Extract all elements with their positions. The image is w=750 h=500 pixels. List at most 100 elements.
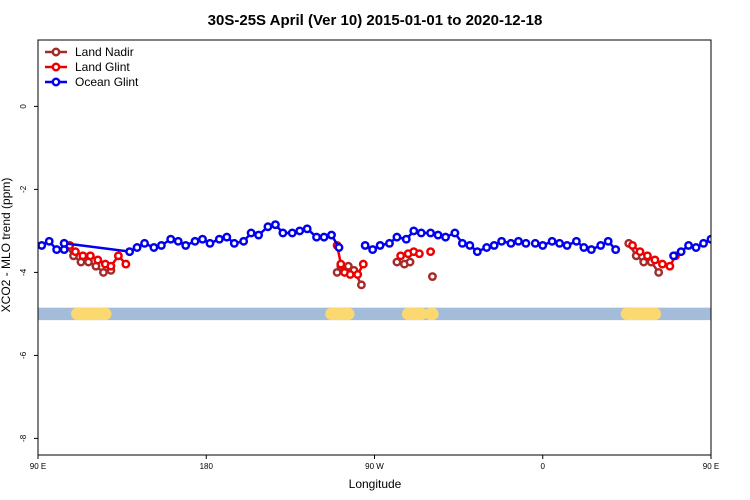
data-point [239,236,249,246]
data-point [482,243,492,252]
data-point [426,247,436,257]
data-point [628,240,637,250]
data-point [676,247,686,257]
data-point [699,238,708,248]
data-point [343,261,353,271]
data-point [497,236,507,246]
data-point [392,232,402,242]
land-segment [325,307,355,321]
data-point [190,236,200,246]
data-point [70,247,80,257]
legend-swatch-marker [51,77,61,87]
y-tick-label: -2 [19,185,28,193]
data-point [489,240,499,250]
x-tick-label: 90 E [703,462,719,471]
data-point [657,259,667,269]
legend-swatch-marker [51,47,61,57]
data-point [642,251,652,261]
data-point [327,230,336,240]
data-point [684,240,694,250]
data-point [596,240,606,250]
legend-label: Ocean Glint [75,75,139,89]
data-point [396,251,406,261]
data-point [450,228,460,238]
y-tick-label: -4 [19,268,28,276]
data-point [414,249,424,259]
data-point [356,280,366,290]
data-point [132,243,142,252]
data-point [654,267,664,277]
data-point [521,238,531,248]
plot-area: 90 E 180 90 W 0 90 E 0 -2 -4 -6 -8 [19,39,719,471]
data-point [98,267,108,277]
data-point [121,259,131,269]
data-point [426,228,436,238]
data-point [428,272,437,281]
data-point [579,243,589,252]
data-point [392,257,402,267]
data-point [513,236,523,246]
data-point [44,236,54,246]
data-point [401,234,411,244]
data-point [78,251,88,261]
data-point [586,245,596,255]
data-point [669,251,679,261]
data-point [93,255,103,265]
data-point [353,270,363,279]
data-point [409,226,419,236]
data-point [385,238,394,248]
data-point [85,251,95,261]
data-point [173,236,183,246]
data-point [433,230,443,240]
data-point [302,224,312,234]
data-point [125,247,135,257]
data-point [538,240,548,250]
data-point [555,238,565,248]
data-point [334,243,344,252]
data-point [472,247,482,257]
x-axis-label: Longitude [349,477,402,491]
data-point [52,245,62,255]
data-point [530,238,540,248]
data-point [287,228,297,238]
data-point [319,232,329,242]
data-point [611,245,621,255]
data-point [312,232,321,242]
data-point [358,259,368,269]
data-point [222,232,232,242]
land-segment [424,307,439,321]
data-point [263,222,273,232]
data-point [375,240,385,250]
x-tick-label: 90 W [365,462,384,471]
data-point [156,240,166,250]
chart-title: 30S-25S April (Ver 10) 2015-01-01 to 202… [208,12,543,29]
data-point [547,236,557,246]
data-point [635,247,645,257]
data-point [205,238,215,248]
data-point [368,245,378,255]
data-point [457,238,467,248]
x-tick-label: 90 E [30,462,46,471]
y-tick-label: -6 [19,351,28,359]
data-point [198,234,207,244]
data-point [506,238,516,248]
data-point [113,251,123,261]
data-point [38,240,47,250]
data-point [405,257,415,267]
data-point [278,228,288,238]
y-axis-label: XCO2 - MLO trend (ppm) [0,178,13,313]
data-point [149,243,159,252]
data-point [562,240,572,250]
data-point [345,270,355,279]
land-segment [620,307,662,321]
data-point [665,261,675,271]
data-point [246,228,256,238]
data-point [214,234,224,244]
data-point [181,240,191,250]
data-point [229,238,239,248]
y-tick-label: 0 [19,104,28,109]
data-point [295,226,305,236]
data-point [691,243,701,252]
